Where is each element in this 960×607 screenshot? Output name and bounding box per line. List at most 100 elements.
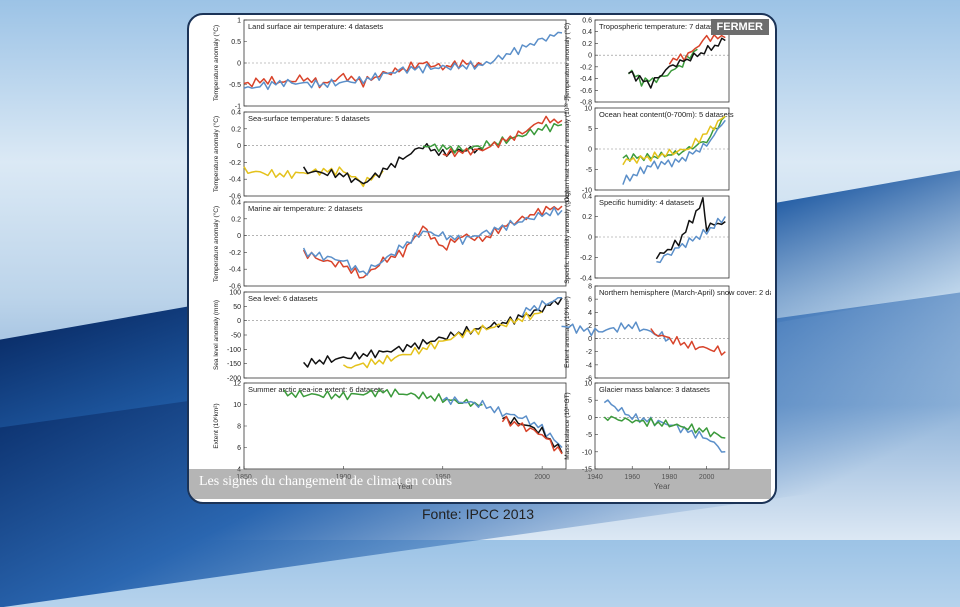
y-tick-label: 0.2 bbox=[231, 126, 241, 133]
y-axis-label: Temperature anomaly (°C) bbox=[212, 25, 220, 101]
y-tick-label: 0 bbox=[588, 235, 592, 242]
y-tick-label: -10 bbox=[582, 188, 592, 195]
panel-frame bbox=[243, 291, 567, 379]
y-tick-label: -0.2 bbox=[229, 250, 241, 257]
panel-mat: -0.6 -0.4 -0.2 0 0.2 0.4 Temperature anomaly (… bbox=[212, 200, 567, 291]
y-tick-label: -50 bbox=[231, 333, 241, 340]
y-tick-label: 2 bbox=[588, 323, 592, 330]
panel-sst: -0.6 -0.4 -0.2 0 0.2 0.4 Temperature anomaly (… bbox=[212, 110, 567, 201]
y-tick-label: -150 bbox=[227, 361, 241, 368]
y-tick-label: -4 bbox=[586, 362, 592, 369]
panel-ice: 46810121850190019502000YearExtent (10⁶km… bbox=[213, 381, 567, 491]
series-line-black bbox=[655, 196, 726, 260]
series-line-blue bbox=[442, 396, 563, 449]
y-tick-label: 4 bbox=[588, 310, 592, 317]
y-tick-label: -5 bbox=[586, 167, 592, 174]
y-tick-label: 10 bbox=[233, 402, 241, 409]
y-axis-label: Temperature anomaly (°C) bbox=[212, 116, 220, 192]
panel-title: Marine air temperature: 2 datasets bbox=[248, 204, 363, 213]
y-tick-label: 8 bbox=[237, 424, 241, 431]
y-tick-label: 0.4 bbox=[231, 200, 241, 207]
source-caption: Fonte: IPCC 2013 bbox=[422, 506, 535, 522]
y-tick-label: 12 bbox=[233, 381, 241, 388]
y-tick-label: 0.4 bbox=[582, 29, 592, 36]
y-tick-label: -6 bbox=[586, 376, 592, 383]
series-line-yellow bbox=[622, 115, 726, 166]
series-line-blue bbox=[561, 321, 670, 342]
y-tick-label: 5 bbox=[588, 398, 592, 405]
series-line-red bbox=[442, 115, 563, 158]
y-tick-label: -0.5 bbox=[229, 82, 241, 89]
panel-snow: -6 -4 -2 0 2 4 6 8 Extent anomaly (10⁶km²) Northe… bbox=[561, 284, 771, 383]
y-tick-label: 0 bbox=[237, 61, 241, 68]
series-line-red bbox=[668, 34, 726, 65]
series-line-yellow bbox=[343, 311, 543, 369]
y-tick-label: 10 bbox=[584, 106, 592, 113]
y-tick-label: -0.4 bbox=[580, 276, 592, 283]
y-tick-label: -0.6 bbox=[229, 194, 241, 201]
y-axis-label: Mass balance (10¹⁵GT) bbox=[564, 392, 571, 459]
series-line-blue bbox=[622, 119, 726, 185]
series-line-red bbox=[243, 59, 483, 89]
y-tick-label: -2 bbox=[586, 349, 592, 356]
y-tick-label: -0.8 bbox=[580, 100, 592, 107]
y-tick-label: -0.4 bbox=[580, 76, 592, 83]
panel-frame bbox=[594, 19, 730, 103]
y-tick-label: 5 bbox=[588, 126, 592, 133]
y-tick-label: 0 bbox=[588, 415, 592, 422]
y-tick-label: 6 bbox=[588, 297, 592, 304]
y-tick-label: 0 bbox=[588, 53, 592, 60]
y-tick-label: -0.4 bbox=[229, 267, 241, 274]
series-line-blue bbox=[656, 216, 726, 264]
y-tick-label: -0.4 bbox=[229, 177, 241, 184]
y-tick-label: -200 bbox=[227, 376, 241, 383]
panel-frame bbox=[243, 382, 567, 470]
y-tick-label: 0.4 bbox=[231, 110, 241, 117]
y-tick-label: -100 bbox=[227, 347, 241, 354]
y-axis-label: Temperature anomaly (°C) bbox=[212, 206, 220, 282]
series-line-red bbox=[650, 328, 726, 356]
series-line-blue bbox=[243, 31, 563, 91]
y-tick-label: 0 bbox=[237, 233, 241, 240]
panel-land: -1 -0.5 0 0.5 1 Temperature anomaly (°C) Land … bbox=[212, 18, 567, 111]
y-axis-label: Extent anomaly (10⁶km²) bbox=[564, 296, 571, 368]
overlay-title-bar: Les signes du changement de climat en co… bbox=[189, 469, 771, 499]
y-axis-label: Extent (10⁶km²) bbox=[213, 403, 220, 448]
panel-title: Sea-surface temperature: 5 datasets bbox=[248, 114, 370, 123]
panel-title: Specific humidity: 4 datasets bbox=[599, 198, 694, 207]
panel-title: Summer arctic sea-ice extent: 6 datasets bbox=[248, 385, 384, 394]
y-tick-label: -1 bbox=[235, 104, 241, 111]
y-tick-label: -10 bbox=[582, 449, 592, 456]
y-tick-label: -0.6 bbox=[580, 88, 592, 95]
y-axis-label: Specific humidity anomaly (g/kg) bbox=[564, 190, 571, 284]
y-tick-label: 0 bbox=[588, 336, 592, 343]
y-axis-label: Ocean heat content anomaly (10²² J) bbox=[564, 96, 571, 202]
panel-title: Land surface air temperature: 4 datasets bbox=[248, 22, 383, 31]
y-tick-label: 10 bbox=[584, 381, 592, 388]
overlay-title: Les signes du changement de climat en co… bbox=[199, 474, 453, 489]
series-line-black bbox=[303, 297, 563, 368]
panel-title: Northern hemisphere (March-April) snow c… bbox=[599, 288, 771, 297]
y-axis-label: Temperature anomaly (°C) bbox=[563, 23, 571, 99]
panel-title: Tropospheric temperature: 7 datasets bbox=[599, 22, 724, 31]
close-button[interactable]: FERMER bbox=[710, 19, 769, 35]
y-tick-label: 0.6 bbox=[582, 18, 592, 25]
climate-indicators-figure: -1 -0.5 0 0.5 1 Temperature anomaly (°C) Land … bbox=[212, 18, 771, 492]
y-tick-label: -0.2 bbox=[229, 160, 241, 167]
y-tick-label: 0.2 bbox=[582, 214, 592, 221]
series-line-green bbox=[603, 415, 726, 439]
panel-title: Sea level: 6 datasets bbox=[248, 294, 318, 303]
y-tick-label: 0.4 bbox=[582, 194, 592, 201]
panel-frame bbox=[243, 111, 567, 197]
series-line-blue bbox=[302, 206, 563, 276]
series-line-blue bbox=[521, 296, 562, 317]
y-tick-label: 0.2 bbox=[582, 41, 592, 48]
panel-ohc: -10 -5 0 5 10 Ocean heat content anomaly (10²… bbox=[564, 96, 734, 202]
panel-trop: -0.8 -0.6 -0.4 -0.2 0 0.2 0.4 0.6 Temperature an… bbox=[563, 18, 730, 107]
y-tick-label: 6 bbox=[237, 445, 241, 452]
series-line-red bbox=[501, 415, 563, 455]
y-tick-label: 0 bbox=[237, 143, 241, 150]
y-tick-label: 0 bbox=[237, 318, 241, 325]
y-tick-label: 0 bbox=[588, 147, 592, 154]
y-tick-label: 1 bbox=[237, 18, 241, 25]
